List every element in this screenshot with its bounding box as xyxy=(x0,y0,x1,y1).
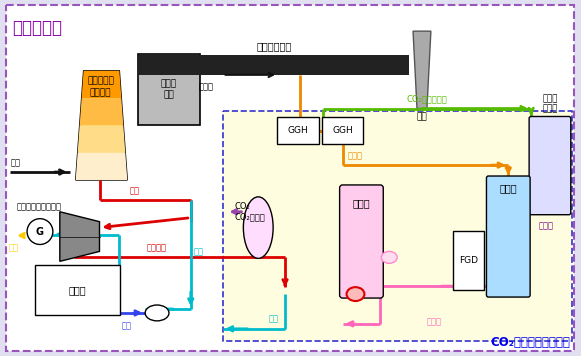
FancyBboxPatch shape xyxy=(138,54,200,125)
Ellipse shape xyxy=(346,287,364,301)
Text: GGH: GGH xyxy=(288,126,309,135)
Polygon shape xyxy=(82,71,121,98)
FancyBboxPatch shape xyxy=(453,231,485,290)
Text: CO₂分離回収実証設備: CO₂分離回収実証設備 xyxy=(490,336,570,349)
Text: 三川発電所: 三川発電所 xyxy=(12,19,62,37)
Polygon shape xyxy=(413,31,431,109)
Text: 抽気蒸気: 抽気蒸気 xyxy=(146,244,166,252)
Text: 復水: 復水 xyxy=(193,247,204,256)
Text: GGH: GGH xyxy=(332,126,353,135)
FancyBboxPatch shape xyxy=(486,176,530,297)
Polygon shape xyxy=(78,125,125,153)
Text: バイオマス
ボイラー: バイオマス ボイラー xyxy=(87,77,114,97)
Text: 蒸気タービン発電機: 蒸気タービン発電機 xyxy=(16,203,61,212)
FancyBboxPatch shape xyxy=(6,5,574,351)
Text: 吸収液: 吸収液 xyxy=(426,317,442,326)
Text: 排ガスダクト: 排ガスダクト xyxy=(256,41,292,51)
FancyBboxPatch shape xyxy=(340,185,383,298)
Text: G: G xyxy=(36,226,44,237)
FancyBboxPatch shape xyxy=(277,117,319,144)
Text: 燃料: 燃料 xyxy=(10,158,20,167)
Text: 排ガス: 排ガス xyxy=(347,151,363,160)
Ellipse shape xyxy=(381,251,397,263)
Text: FGD: FGD xyxy=(459,256,478,265)
Ellipse shape xyxy=(145,305,169,321)
Circle shape xyxy=(27,219,53,245)
Text: 排処理
設備: 排処理 設備 xyxy=(161,80,177,100)
FancyBboxPatch shape xyxy=(139,55,409,75)
Polygon shape xyxy=(60,212,99,261)
Polygon shape xyxy=(80,98,123,125)
Text: 電気: 電気 xyxy=(8,244,18,252)
Text: 復水器: 復水器 xyxy=(69,285,87,295)
Text: 復水: 復水 xyxy=(268,314,278,323)
Text: 排ガス
洗浄塔: 排ガス 洗浄塔 xyxy=(542,94,558,114)
FancyBboxPatch shape xyxy=(223,110,572,341)
Text: 蒸気: 蒸気 xyxy=(129,186,139,195)
FancyBboxPatch shape xyxy=(322,117,364,144)
FancyBboxPatch shape xyxy=(35,265,120,315)
Text: 吸収液: 吸収液 xyxy=(539,222,554,231)
Text: CO₂
CO₂洗浄塔: CO₂ CO₂洗浄塔 xyxy=(235,202,265,221)
Text: 煙突: 煙突 xyxy=(417,112,428,121)
Text: 再生塔: 再生塔 xyxy=(353,198,370,208)
Polygon shape xyxy=(76,71,127,180)
Ellipse shape xyxy=(243,197,273,258)
Text: 復水: 復水 xyxy=(121,321,131,330)
Polygon shape xyxy=(76,153,127,180)
Text: 排ガス: 排ガス xyxy=(199,83,214,92)
FancyBboxPatch shape xyxy=(529,116,571,215)
Text: CO₂除去排ガス: CO₂除去排ガス xyxy=(407,95,447,104)
Text: 吸収塔: 吸収塔 xyxy=(500,183,517,193)
